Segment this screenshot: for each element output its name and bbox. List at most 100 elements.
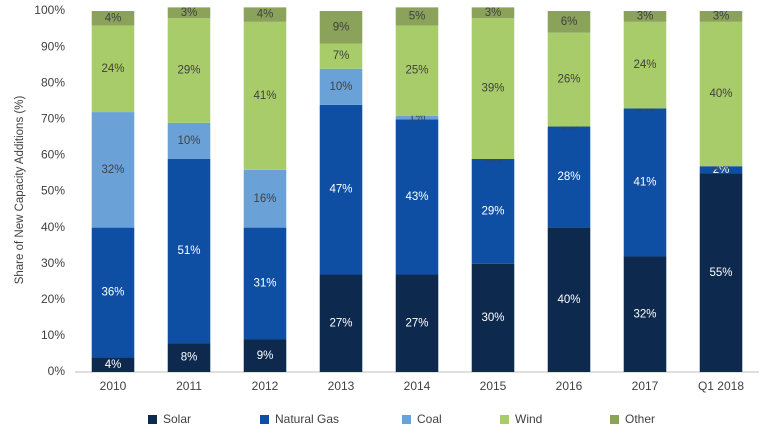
data-label: 4% (105, 359, 122, 371)
bar-segment (167, 343, 211, 372)
x-tick-label: 2017 (632, 379, 659, 393)
x-tick-label: Q1 2018 (698, 379, 744, 393)
legend-swatch (402, 415, 411, 424)
bar-segment (471, 263, 515, 372)
x-tick-label: 2015 (480, 379, 507, 393)
bar-segment (319, 274, 363, 372)
y-tick-label: 100% (34, 3, 65, 17)
y-tick-label: 50% (41, 184, 65, 198)
y-tick-label: 80% (41, 75, 65, 89)
bar-segment (471, 159, 515, 264)
bar-segment (319, 68, 363, 105)
bar-segment (395, 25, 439, 116)
bar-segment (91, 112, 135, 228)
y-tick-label: 70% (41, 111, 65, 125)
bar-segment (471, 7, 515, 19)
bar-segment (395, 115, 439, 120)
data-label: 7% (333, 50, 350, 62)
data-label: 40% (709, 88, 732, 100)
data-label: 39% (481, 83, 504, 95)
bar-segment (699, 173, 743, 372)
data-label: 32% (633, 308, 656, 320)
data-label: 0% (561, 121, 578, 133)
bar-segment (547, 11, 591, 33)
bar-segment (243, 227, 287, 340)
data-label: 3% (485, 7, 502, 19)
data-label: 41% (253, 90, 276, 102)
bar-segment (699, 21, 743, 167)
data-label: 27% (405, 317, 428, 329)
x-tick-label: 2010 (100, 379, 127, 393)
bar-segment (91, 357, 135, 372)
legend-label: Solar (163, 412, 191, 426)
data-label: 26% (557, 74, 580, 86)
y-tick-label: 10% (41, 328, 65, 342)
data-label: 6% (561, 16, 578, 28)
legend-label: Coal (417, 412, 442, 426)
data-label: 3% (181, 7, 198, 19)
data-label: 32% (101, 164, 124, 176)
bar-segment (699, 11, 743, 22)
data-label: 31% (253, 278, 276, 290)
data-label: 4% (257, 9, 274, 21)
data-label: 29% (177, 65, 200, 77)
data-label: 30% (481, 312, 504, 324)
data-label: 9% (333, 21, 350, 33)
bar-segment (91, 11, 135, 26)
y-tick-label: 0% (48, 364, 66, 378)
y-tick-label: 40% (41, 220, 65, 234)
data-label: 36% (101, 287, 124, 299)
bar-segment (243, 339, 287, 372)
data-label: 55% (709, 267, 732, 279)
data-label: 8% (181, 352, 198, 364)
bar-segment (167, 7, 211, 19)
data-label: 40% (557, 294, 580, 306)
bar-segment (243, 7, 287, 22)
bar-segment (471, 18, 515, 160)
bar-segment (91, 227, 135, 358)
legend-label: Natural Gas (275, 412, 339, 426)
bar-segment (699, 166, 743, 174)
x-tick-label: 2013 (328, 379, 355, 393)
bar-segment (623, 21, 667, 109)
y-tick-label: 30% (41, 256, 65, 270)
bar-segment (395, 7, 439, 26)
bar-segment (243, 169, 287, 228)
data-label: 24% (633, 59, 656, 71)
y-tick-label: 60% (41, 148, 65, 162)
bar-segment (547, 126, 591, 228)
bar-segment (395, 274, 439, 372)
bar-segment (623, 11, 667, 22)
data-label: 47% (329, 184, 352, 196)
data-label: 9% (257, 350, 274, 362)
x-tick-label: 2012 (252, 379, 279, 393)
data-label: 25% (405, 65, 428, 77)
bar-segment (547, 32, 591, 127)
data-label: 10% (329, 81, 352, 93)
legend-swatch (610, 415, 619, 424)
y-tick-label: 20% (41, 292, 65, 306)
legend-swatch (260, 415, 269, 424)
data-label: 29% (481, 205, 504, 217)
data-label: 16% (253, 193, 276, 205)
bar-segment (243, 21, 287, 170)
data-label: 3% (637, 10, 654, 22)
bar-segment (167, 122, 211, 160)
x-tick-label: 2011 (176, 379, 202, 393)
data-label: 2% (713, 164, 730, 176)
data-label: 5% (409, 10, 426, 22)
y-axis-title: Share of New Capacity Additions (%) (14, 96, 26, 285)
x-tick-label: 2016 (556, 379, 583, 393)
data-label: 24% (101, 63, 124, 75)
bar-segment (167, 159, 211, 344)
legend-swatch (148, 415, 157, 424)
legend-swatch (500, 415, 509, 424)
bar-segment (319, 104, 363, 275)
data-label: 4% (105, 12, 122, 24)
data-label: 51% (177, 245, 200, 257)
data-label: 41% (633, 177, 656, 189)
x-tick-label: 2014 (404, 379, 431, 393)
bar-segment (167, 18, 211, 123)
y-tick-label: 90% (41, 39, 65, 53)
